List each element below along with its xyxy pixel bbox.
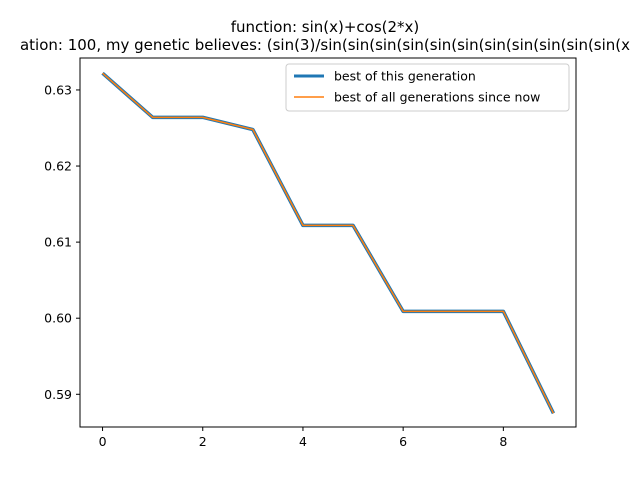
legend-label-series-1: best of this generation — [334, 69, 476, 84]
x-axis: 0 2 4 6 8 — [99, 427, 507, 449]
legend: best of this generation best of all gene… — [285, 63, 570, 112]
legend-box — [285, 63, 570, 112]
chart-title-line1: function: sin(x)+cos(2*x) — [231, 18, 420, 36]
y-tick-label: 0.63 — [44, 82, 72, 97]
series-line-1 — [101, 71, 556, 415]
x-tick-label: 0 — [99, 434, 107, 449]
y-tick-label: 0.61 — [44, 235, 72, 250]
x-tick-label: 2 — [199, 434, 207, 449]
axes-frame — [79, 57, 577, 428]
y-tick-label: 0.59 — [44, 387, 72, 402]
plot-area: 0 2 4 6 8 0.59 0.60 0.61 0.62 0.63 — [44, 57, 577, 449]
series-layer — [101, 71, 556, 415]
legend-label-series-2: best of all generations since now — [334, 90, 540, 105]
y-tick-label: 0.62 — [44, 159, 72, 174]
x-tick-label: 4 — [299, 434, 307, 449]
series-line-2 — [102, 72, 555, 414]
x-tick-label: 6 — [399, 434, 407, 449]
y-axis: 0.59 0.60 0.61 0.62 0.63 — [44, 82, 80, 402]
chart-title-line2: ation: 100, my genetic believes: (sin(3)… — [20, 36, 630, 54]
x-tick-label: 8 — [499, 434, 507, 449]
y-tick-label: 0.60 — [44, 311, 72, 326]
